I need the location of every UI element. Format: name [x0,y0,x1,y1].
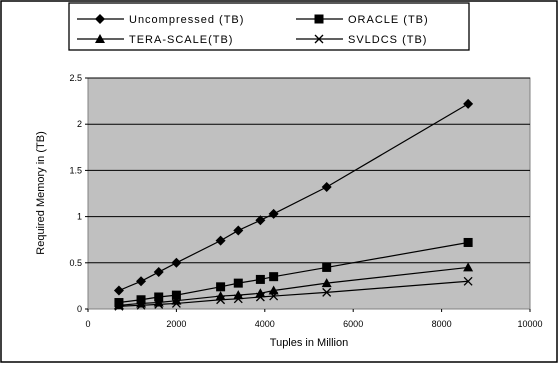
legend-item: Uncompressed (TB) [77,14,244,26]
y-tick-label: 0 [77,304,82,314]
data-point [321,182,332,193]
legend-item: SVLDCS (TB) [296,34,427,46]
data-point [463,237,473,247]
y-tick-label: 2.5 [69,73,82,83]
legend-item: ORACLE (TB) [296,14,429,26]
data-point [171,298,181,308]
data-point [171,290,181,300]
x-mark-stroke [233,294,243,304]
x-mark-stroke [136,300,146,310]
x-mark-stroke [114,301,124,311]
legend-marker [314,34,324,44]
series-x [114,276,473,311]
data-point [154,292,164,302]
legend-label: TERA-SCALE(TB) [129,34,233,46]
y-tick-label: 2 [77,119,82,129]
legend-marker [95,34,105,43]
legend-box [68,2,470,51]
data-point [215,235,226,246]
tick-labels: 0 0.5 1 1.5 2 2.5 0 2000 4000 6000 8000 10000 [69,73,542,329]
data-point [153,267,164,278]
legend-label: ORACLE (TB) [348,14,429,26]
y-tick-label: 0.5 [69,258,82,268]
legend-marker [95,14,105,24]
data-point [255,274,265,284]
data-point [113,285,124,296]
legend-label: SVLDCS (TB) [348,34,427,46]
series-line [118,280,469,307]
legend-item: TERA-SCALE(TB) [77,34,233,46]
x-mark-stroke [216,295,226,305]
data-point [136,300,146,310]
data-point [463,262,474,272]
data-point [268,208,279,219]
series-line [118,103,469,292]
x-mark-stroke [171,298,181,308]
x-mark-stroke [314,34,324,44]
data-point [233,294,243,304]
x-tick-label: 6000 [343,319,363,329]
data-point [233,278,243,288]
x-tick-label: 10000 [517,319,542,329]
x-mark-stroke [463,276,473,286]
legend-label: Uncompressed (TB) [129,14,244,26]
y-axis-title: Required Memory in (TB) [35,131,47,254]
data-point [322,262,332,272]
data-point [154,299,164,309]
series-diamond [113,98,474,296]
data-point [463,98,474,109]
gridlines [88,77,530,264]
x-mark-stroke [269,291,279,301]
data-point [233,225,244,236]
data-point [268,285,279,295]
x-axis-title: Tuples in Million [270,337,348,349]
data-point [463,276,473,286]
data-point [171,295,182,305]
data-point [216,295,226,305]
series-square [114,237,473,308]
y-tick-label: 1.5 [69,165,82,175]
x-tick-label: 8000 [432,319,452,329]
x-mark-stroke [322,287,332,297]
x-tick-label: 2000 [166,319,186,329]
data-point [255,292,265,302]
data-point [136,276,147,287]
series-line [118,241,469,304]
data-point [322,287,332,297]
data-point [216,282,226,292]
y-tick-label: 1 [77,212,82,222]
data-point [269,272,279,282]
data-point [171,257,182,268]
x-tick-label: 0 [85,319,90,329]
series-line [118,266,469,306]
legend: Uncompressed (TB) ORACLE (TB) TERA-SCALE(T… [77,14,429,46]
legend-marker [314,14,324,24]
data-point [113,300,124,310]
x-mark-stroke [255,292,265,302]
series-layer [113,98,474,311]
data-point [321,278,332,288]
data-point [255,215,266,226]
x-mark-stroke [154,299,164,309]
x-tick-label: 4000 [255,319,275,329]
data-point [114,301,124,311]
data-point [269,291,279,301]
